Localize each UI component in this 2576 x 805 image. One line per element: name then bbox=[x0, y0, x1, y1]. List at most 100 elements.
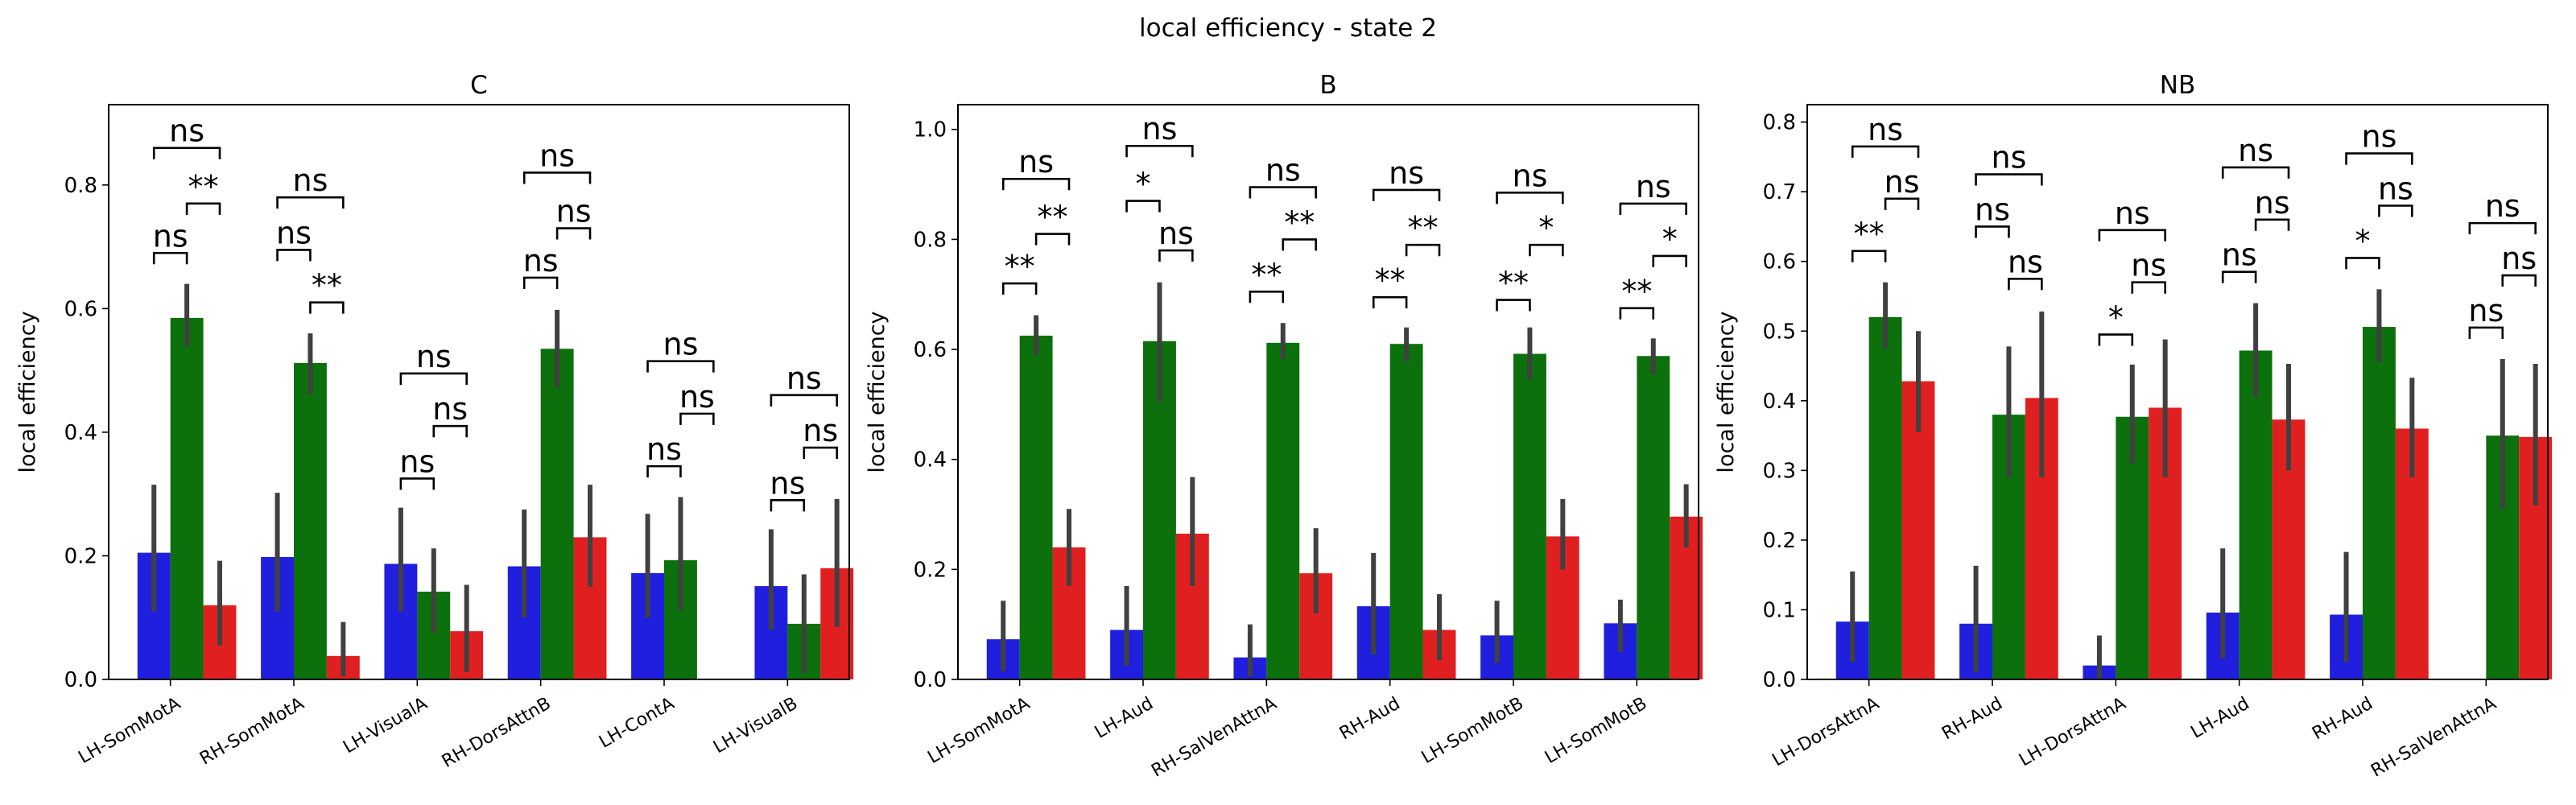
significance-bracket bbox=[2501, 274, 2537, 287]
y-tick-label: 0.6 bbox=[1763, 250, 1796, 275]
significance-label: ns bbox=[2255, 185, 2290, 221]
y-tick-label: 0.4 bbox=[914, 448, 947, 473]
significance-label: ns bbox=[2501, 241, 2537, 276]
y-tick-label: 0.5 bbox=[1763, 320, 1796, 344]
panel-title: NB bbox=[2160, 71, 2195, 100]
y-axis-label: local efficiency bbox=[865, 311, 890, 473]
significance-bracket bbox=[1975, 173, 2043, 186]
significance-bracket bbox=[1249, 186, 1317, 199]
bar bbox=[2363, 327, 2396, 679]
x-tick-label: LH-Aud bbox=[2188, 694, 2253, 743]
x-tick-label: LH-ContA bbox=[596, 694, 678, 753]
bar bbox=[1389, 344, 1423, 679]
significance-label: ** bbox=[1251, 257, 1282, 292]
significance-label: ns bbox=[1975, 192, 2010, 227]
significance-bracket bbox=[646, 464, 682, 478]
significance-label: ns bbox=[2378, 171, 2413, 206]
significance-bracket bbox=[1405, 243, 1441, 257]
significance-label: ns bbox=[646, 431, 682, 467]
significance-label: ns bbox=[1991, 140, 2026, 175]
significance-bracket bbox=[1249, 291, 1285, 303]
significance-bracket bbox=[1034, 233, 1071, 246]
significance-bracket bbox=[152, 251, 188, 265]
significance-bracket bbox=[1619, 307, 1655, 320]
x-tick-label: LH-SomMotB bbox=[1418, 694, 1527, 769]
significance-bracket bbox=[1372, 295, 1408, 309]
significance-bracket bbox=[522, 276, 559, 289]
significance-label: ns bbox=[1018, 144, 1054, 180]
significance-bracket bbox=[803, 446, 838, 460]
significance-label: ns bbox=[2115, 196, 2150, 231]
significance-label: ns bbox=[803, 413, 838, 448]
significance-bracket bbox=[152, 147, 221, 159]
significance-label: * bbox=[1662, 221, 1678, 257]
y-tick-label: 0.1 bbox=[1763, 598, 1796, 622]
significance-label: ns bbox=[276, 215, 312, 250]
significance-bracket bbox=[1496, 192, 1564, 204]
significance-label: ns bbox=[556, 194, 592, 229]
significance-bracket bbox=[646, 360, 715, 373]
significance-bracket bbox=[1619, 202, 1687, 215]
significance-label: ** bbox=[1375, 262, 1406, 298]
bar bbox=[1637, 356, 1670, 679]
y-tick-label: 1.0 bbox=[914, 118, 947, 142]
significance-label: ns bbox=[786, 361, 822, 396]
y-tick-label: 0.8 bbox=[64, 174, 97, 198]
significance-bracket bbox=[1125, 144, 1194, 158]
x-tick-label: RH-SomMotA bbox=[196, 694, 308, 770]
significance-label: ns bbox=[1141, 111, 1177, 147]
significance-label: ns bbox=[1868, 112, 1903, 147]
significance-label: ns bbox=[153, 218, 188, 254]
bar bbox=[1266, 342, 1300, 679]
significance-bracket bbox=[2468, 326, 2504, 339]
x-tick-label: LH-SomMotB bbox=[1542, 694, 1650, 769]
bar bbox=[2239, 350, 2273, 679]
significance-bracket bbox=[1851, 145, 1920, 158]
y-axis-label: local efficiency bbox=[15, 311, 40, 473]
y-tick-label: 0.7 bbox=[1763, 180, 1796, 204]
significance-bracket bbox=[1496, 299, 1531, 312]
significance-bracket bbox=[679, 412, 715, 425]
significance-bracket bbox=[1125, 200, 1161, 213]
significance-bracket bbox=[2221, 270, 2257, 283]
bar bbox=[1019, 335, 1053, 679]
significance-label: ** bbox=[1408, 210, 1439, 246]
x-tick-label: LH-SomMotA bbox=[75, 694, 184, 769]
significance-label: ** bbox=[1621, 274, 1652, 309]
significance-bracket bbox=[1158, 249, 1194, 262]
significance-label: ns bbox=[432, 391, 468, 427]
significance-bracket bbox=[2345, 257, 2380, 270]
significance-bracket bbox=[522, 171, 592, 184]
significance-label: ns bbox=[1158, 216, 1194, 251]
figure-title: local efficiency - state 2 bbox=[1139, 14, 1437, 43]
significance-label: ns bbox=[1265, 152, 1301, 188]
x-tick-label: RH-Aud bbox=[1938, 694, 2006, 745]
y-tick-label: 0.8 bbox=[914, 228, 947, 252]
significance-bracket bbox=[1975, 225, 2010, 238]
significance-bracket bbox=[2254, 218, 2290, 231]
significance-bracket bbox=[1652, 254, 1687, 267]
significance-bracket bbox=[2131, 281, 2166, 294]
y-tick-label: 0.3 bbox=[1763, 459, 1796, 483]
significance-label: ns bbox=[416, 339, 452, 374]
significance-bracket bbox=[309, 301, 345, 314]
y-tick-label: 0.2 bbox=[1763, 529, 1796, 553]
significance-label: ns bbox=[2238, 133, 2273, 168]
significance-bracket bbox=[770, 499, 806, 512]
significance-label: ns bbox=[770, 465, 805, 501]
y-tick-label: 0.0 bbox=[914, 668, 947, 692]
axes-frame bbox=[957, 104, 1699, 680]
significance-label: ns bbox=[1636, 169, 1671, 204]
significance-bracket bbox=[276, 196, 345, 209]
significance-bracket bbox=[2378, 204, 2413, 217]
significance-label: ns bbox=[1512, 158, 1547, 193]
significance-bracket bbox=[1372, 188, 1441, 201]
significance-bracket bbox=[1282, 238, 1317, 251]
x-tick-label: LH-VisualB bbox=[710, 694, 801, 758]
significance-bracket bbox=[185, 202, 221, 215]
y-tick-label: 0.0 bbox=[1763, 668, 1796, 692]
significance-bracket bbox=[1884, 197, 1920, 210]
significance-bracket bbox=[2221, 166, 2290, 179]
significance-label: * bbox=[1538, 210, 1554, 246]
